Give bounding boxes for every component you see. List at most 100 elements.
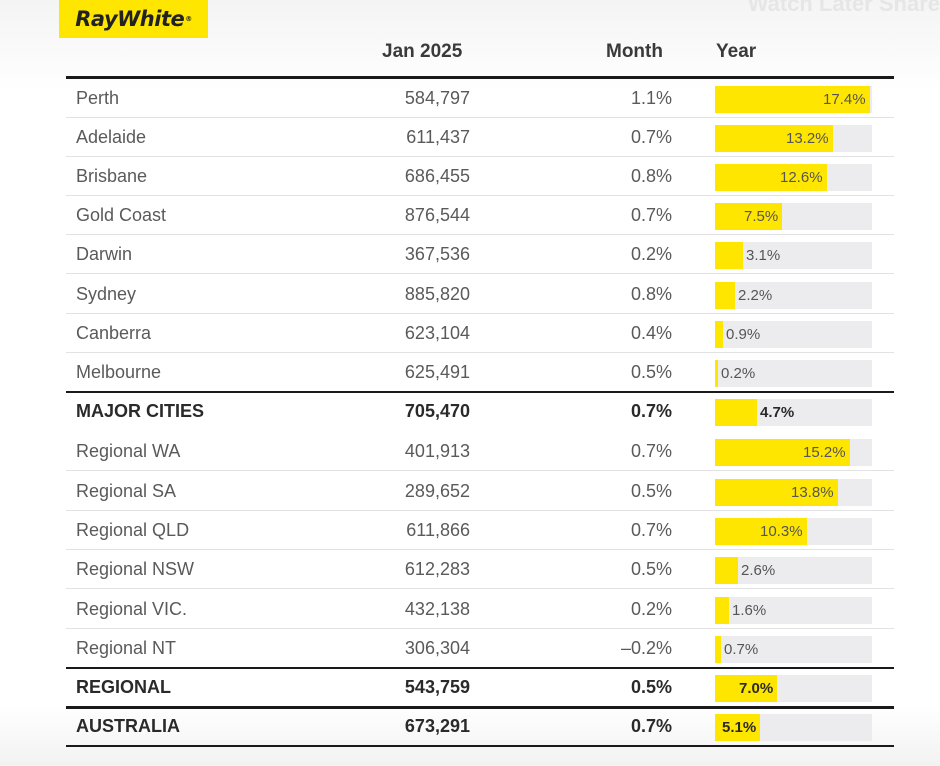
year-change-label: 1.6% xyxy=(732,602,767,619)
row-separator xyxy=(66,273,894,274)
row-separator xyxy=(66,313,894,314)
table-row: REGIONAL 543,759 0.5% 7.0% xyxy=(66,668,894,707)
table-rule xyxy=(66,706,894,709)
year-change-label: 5.1% xyxy=(722,719,757,736)
year-change-label: 0.2% xyxy=(721,365,756,382)
table-rule xyxy=(66,745,894,747)
row-separator xyxy=(66,549,894,550)
year-bar-track: 13.8% xyxy=(715,479,872,506)
row-separator xyxy=(66,156,894,157)
row-month-change: 0.7% xyxy=(630,127,672,147)
year-change-label: 3.1% xyxy=(746,247,781,264)
year-bar-fill xyxy=(715,557,738,584)
row-name: AUSTRALIA xyxy=(76,716,180,736)
table-rule xyxy=(66,667,894,669)
row-name: Regional NT xyxy=(76,638,177,658)
year-bar-fill xyxy=(715,125,833,152)
row-jan-2025-value: 686,455 xyxy=(404,166,470,186)
logo-registered-mark: ® xyxy=(185,15,192,23)
row-name: Regional NSW xyxy=(76,559,195,579)
row-month-change: 0.8% xyxy=(630,284,672,304)
table-row: Regional NSW 612,283 0.5% 2.6% xyxy=(66,550,894,589)
row-name: REGIONAL xyxy=(76,677,172,697)
table-row: AUSTRALIA 673,291 0.7% 5.1% xyxy=(66,707,894,746)
year-change-label: 13.8% xyxy=(791,484,834,501)
year-bar-track: 4.7% xyxy=(715,399,872,426)
row-jan-2025-value: 306,304 xyxy=(404,638,470,658)
row-jan-2025-value: 612,283 xyxy=(404,559,470,579)
row-month-change: 0.2% xyxy=(630,599,672,619)
row-separator xyxy=(66,588,894,589)
year-bar-track: 7.0% xyxy=(715,675,872,702)
row-separator xyxy=(66,470,894,471)
table-row: Adelaide 611,437 0.7% 13.2% xyxy=(66,118,894,157)
year-change-label: 7.0% xyxy=(739,680,774,697)
table-row: Brisbane 686,455 0.8% 12.6% xyxy=(66,157,894,196)
row-month-change: 0.8% xyxy=(630,166,672,186)
header-jan-2025: Jan 2025 xyxy=(382,41,463,62)
table-row: Melbourne 625,491 0.5% 0.2% xyxy=(66,353,894,392)
table-row: Gold Coast 876,544 0.7% 7.5% xyxy=(66,196,894,235)
row-name: Adelaide xyxy=(76,127,147,147)
table-row: Regional QLD 611,866 0.7% 10.3% xyxy=(66,511,894,550)
row-jan-2025-value: 611,866 xyxy=(406,520,470,540)
row-month-change: 0.7% xyxy=(630,716,672,736)
row-month-change: 0.5% xyxy=(630,362,672,382)
row-jan-2025-value: 611,437 xyxy=(406,127,470,147)
row-month-change: 0.7% xyxy=(630,205,672,225)
year-bar-track: 13.2% xyxy=(715,125,872,152)
table-rule xyxy=(66,76,894,79)
row-name: Regional VIC. xyxy=(76,599,188,619)
raywhite-logo: RayWhite ® xyxy=(59,0,208,38)
row-month-change: –0.2% xyxy=(620,638,672,658)
row-name: Canberra xyxy=(76,323,152,343)
row-month-change: 1.1% xyxy=(630,88,672,108)
year-bar-track: 3.1% xyxy=(715,242,872,269)
table-row: Regional VIC. 432,138 0.2% 1.6% xyxy=(66,590,894,629)
year-bar-track: 1.6% xyxy=(715,597,872,624)
year-bar-track: 15.2% xyxy=(715,439,872,466)
table-row: Perth 584,797 1.1% 17.4% xyxy=(66,79,894,118)
year-bar-fill xyxy=(715,321,723,348)
row-separator xyxy=(66,510,894,511)
row-month-change: 0.5% xyxy=(630,559,672,579)
year-bar-fill xyxy=(715,164,827,191)
year-change-label: 2.6% xyxy=(741,562,776,579)
year-bar-fill xyxy=(715,714,760,741)
year-bar-track: 7.5% xyxy=(715,203,872,230)
row-jan-2025-value: 289,652 xyxy=(404,481,470,501)
row-name: Melbourne xyxy=(76,362,162,382)
year-change-label: 15.2% xyxy=(803,444,846,461)
row-month-change: 0.2% xyxy=(630,244,672,264)
year-bar-fill xyxy=(715,439,850,466)
year-change-label: 2.2% xyxy=(738,287,773,304)
year-bar-fill xyxy=(715,86,870,113)
row-jan-2025-value: 673,291 xyxy=(404,716,470,736)
row-jan-2025-value: 885,820 xyxy=(404,284,470,304)
table-row: Regional SA 289,652 0.5% 13.8% xyxy=(66,472,894,511)
table-row: Sydney 885,820 0.8% 2.2% xyxy=(66,275,894,314)
row-name: Regional WA xyxy=(76,441,181,461)
year-change-label: 13.2% xyxy=(786,130,829,147)
row-name: Sydney xyxy=(76,284,137,304)
row-month-change: 0.5% xyxy=(630,481,672,501)
row-separator xyxy=(66,234,894,235)
header-month: Month xyxy=(606,41,663,62)
row-jan-2025-value: 401,913 xyxy=(404,441,470,461)
year-bar-fill xyxy=(715,360,718,387)
year-bar-track: 5.1% xyxy=(715,714,872,741)
row-separator xyxy=(66,352,894,353)
year-change-label: 0.7% xyxy=(724,641,759,658)
year-bar-fill xyxy=(715,203,782,230)
table-row: Darwin 367,536 0.2% 3.1% xyxy=(66,235,894,274)
row-name: Perth xyxy=(76,88,120,108)
row-jan-2025-value: 432,138 xyxy=(404,599,470,619)
year-change-label: 10.3% xyxy=(760,523,803,540)
table-rule xyxy=(66,391,894,393)
row-month-change: 0.4% xyxy=(630,323,672,343)
row-jan-2025-value: 543,759 xyxy=(404,677,470,697)
year-bar-track: 17.4% xyxy=(715,86,872,113)
row-name: Regional QLD xyxy=(76,520,190,540)
row-month-change: 0.7% xyxy=(630,401,672,421)
row-name: MAJOR CITIES xyxy=(76,401,205,421)
